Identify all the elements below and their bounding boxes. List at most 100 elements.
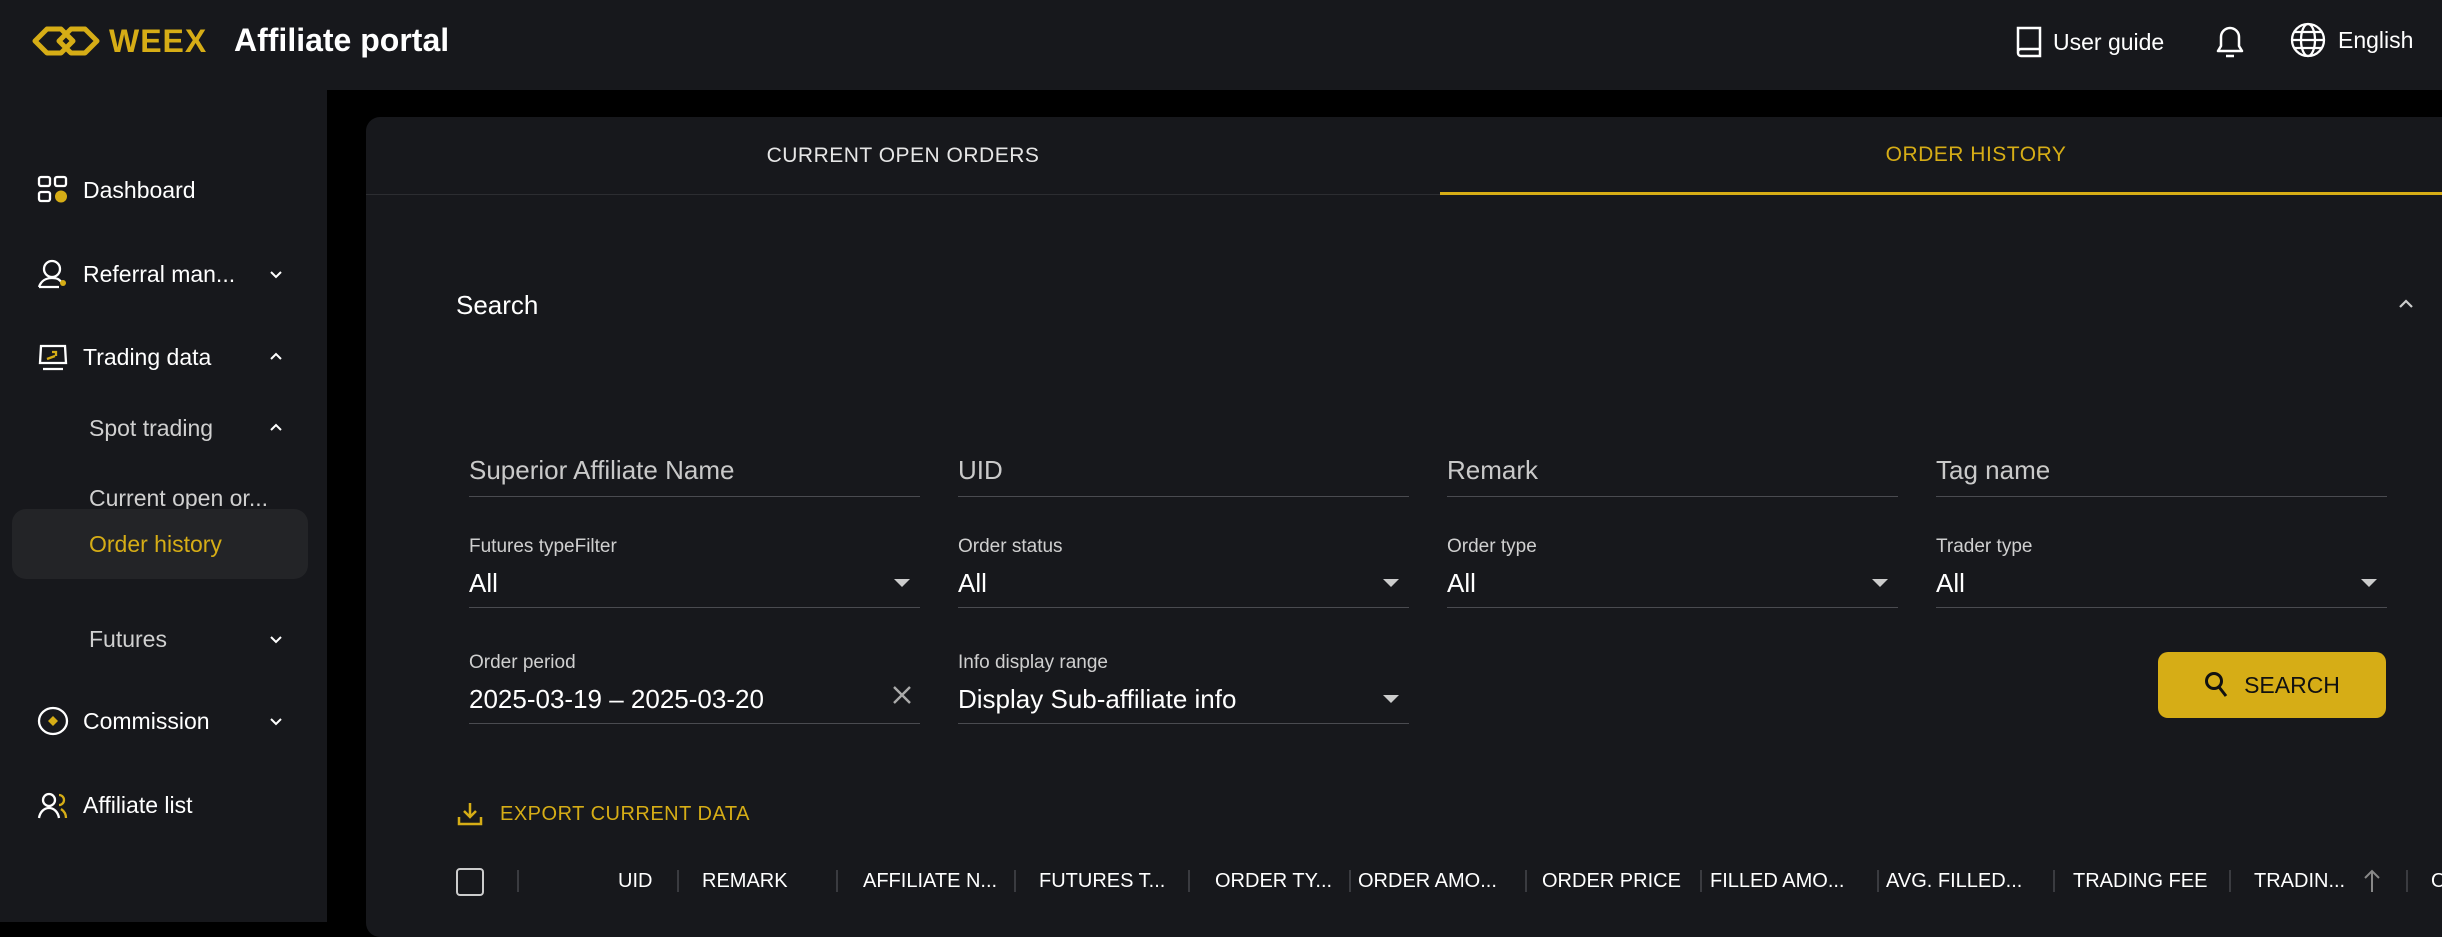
column-header-filled-amount[interactable]: FILLED AMO...	[1710, 870, 1845, 892]
order-period-picker[interactable]: Order period 2025-03-19 – 2025-03-20	[469, 652, 920, 724]
field-label: Trader type	[1936, 536, 2033, 557]
chevron-down-icon	[270, 271, 282, 279]
orders-card: CURRENT OPEN ORDERS ORDER HISTORY	[366, 117, 2442, 937]
selected-value: All	[469, 568, 498, 598]
chevron-down-icon	[270, 718, 282, 726]
column-header-avg-filled[interactable]: AVG. FILLED...	[1886, 870, 2023, 892]
sidebar-item-affiliate-list[interactable]: Affiliate list	[0, 780, 327, 830]
collapse-chevron-up-icon[interactable]	[2394, 292, 2418, 316]
export-label: EXPORT CURRENT DATA	[500, 802, 750, 825]
app-title: Affiliate portal	[234, 22, 450, 58]
sidebar: Dashboard Referral man... Trading data S…	[0, 90, 327, 922]
brand-name: WEEX	[109, 22, 208, 59]
field-label: Order type	[1447, 536, 1537, 557]
tag-name-input[interactable]: Tag name	[1936, 455, 2387, 497]
column-header-remark[interactable]: REMARK	[702, 870, 788, 892]
field-label: Info display range	[958, 652, 1108, 673]
sidebar-item-label: Spot trading	[89, 414, 214, 441]
field-label: Order status	[958, 536, 1063, 557]
chevron-up-icon	[270, 352, 282, 360]
placeholder: Tag name	[1936, 455, 2051, 485]
column-divider	[2053, 870, 2055, 892]
column-header-trading-fee[interactable]: TRADING FEE	[2073, 870, 2208, 892]
language-label: English	[2338, 26, 2414, 53]
chevron-down-icon	[270, 636, 282, 644]
selected-value: All	[1936, 568, 1965, 598]
column-header-futures-type[interactable]: FUTURES T...	[1039, 870, 1166, 892]
logo[interactable]: WEEX	[31, 22, 207, 60]
dropdown-caret-icon	[894, 579, 910, 587]
commission-icon	[37, 706, 69, 736]
sidebar-item-commission[interactable]: Commission	[0, 696, 327, 746]
superior-affiliate-name-input[interactable]: Superior Affiliate Name	[469, 455, 920, 497]
futures-type-select[interactable]: Futures typeFilter All	[469, 536, 920, 608]
uid-input[interactable]: UID	[958, 455, 1409, 497]
dropdown-caret-icon	[1383, 579, 1399, 587]
order-type-select[interactable]: Order type All	[1447, 536, 1898, 608]
bell-icon[interactable]	[2213, 22, 2247, 60]
search-button[interactable]: SEARCH	[2158, 652, 2386, 718]
placeholder: Remark	[1447, 455, 1539, 485]
sidebar-item-trading-data[interactable]: Trading data	[0, 332, 327, 382]
trading-data-icon	[38, 344, 68, 371]
sidebar-item-current-open-orders[interactable]: Current open or...	[0, 473, 327, 523]
date-range-value: 2025-03-19 – 2025-03-20	[469, 684, 764, 714]
column-divider	[836, 870, 838, 892]
placeholder: UID	[958, 455, 1003, 485]
user-guide-label: User guide	[2053, 28, 2165, 55]
language-selector[interactable]: English	[2290, 22, 2413, 58]
column-header-order-price[interactable]: ORDER PRICE	[1542, 870, 1681, 892]
column-divider	[1877, 870, 1879, 892]
column-divider	[2406, 870, 2408, 892]
column-header-trading[interactable]: TRADIN...	[2254, 870, 2346, 892]
dropdown-caret-icon	[1383, 695, 1399, 703]
sidebar-item-spot-trading[interactable]: Spot trading	[0, 403, 327, 453]
sidebar-item-label: Dashboard	[83, 176, 196, 203]
sidebar-item-label: Affiliate list	[83, 791, 193, 818]
export-current-data-button[interactable]: EXPORT CURRENT DATA	[456, 800, 750, 828]
select-all-checkbox[interactable]	[456, 868, 484, 896]
sidebar-item-dashboard[interactable]: Dashboard	[0, 165, 327, 215]
column-divider	[517, 870, 519, 892]
dropdown-caret-icon	[2361, 579, 2377, 587]
column-header-order-amount[interactable]: ORDER AMO...	[1358, 870, 1497, 892]
column-header-order-type[interactable]: ORDER TY...	[1215, 870, 1333, 892]
column-divider	[1700, 870, 1702, 892]
sidebar-item-label: Referral man...	[83, 260, 236, 287]
sidebar-item-futures[interactable]: Futures	[0, 614, 327, 664]
remark-input[interactable]: Remark	[1447, 455, 1898, 497]
clear-x-icon[interactable]	[890, 683, 914, 707]
sort-arrow-up-icon[interactable]	[2362, 868, 2382, 894]
order-status-select[interactable]: Order status All	[958, 536, 1409, 608]
search-icon	[2205, 672, 2228, 697]
column-divider	[1014, 870, 1016, 892]
sidebar-item-order-history[interactable]: Order history	[12, 509, 308, 579]
sidebar-item-referral[interactable]: Referral man...	[0, 249, 327, 299]
sidebar-item-label: Order history	[89, 530, 222, 557]
selected-value: All	[1447, 568, 1476, 598]
user-guide-link[interactable]: User guide	[2015, 25, 2164, 59]
field-label: Order period	[469, 652, 576, 673]
download-icon	[457, 803, 483, 826]
tab-order-history[interactable]: ORDER HISTORY	[1440, 117, 2442, 195]
column-header-affiliate-name[interactable]: AFFILIATE N...	[863, 870, 998, 892]
selected-value: Display Sub-affiliate info	[958, 684, 1237, 714]
field-label: Futures typeFilter	[469, 536, 617, 557]
trader-type-select[interactable]: Trader type All	[1936, 536, 2387, 608]
book-icon	[2016, 26, 2042, 58]
search-button-label: SEARCH	[2244, 671, 2340, 698]
column-header-truncated[interactable]: O	[2431, 870, 2442, 892]
sidebar-item-label: Futures	[89, 625, 167, 652]
info-display-range-select[interactable]: Info display range Display Sub-affiliate …	[958, 652, 1409, 724]
tab-current-open-orders[interactable]: CURRENT OPEN ORDERS	[366, 117, 1440, 195]
sidebar-item-label: Trading data	[83, 343, 212, 370]
referral-icon	[37, 259, 66, 289]
chevron-up-icon	[270, 423, 282, 431]
column-divider	[677, 870, 679, 892]
affiliate-list-icon	[37, 792, 68, 819]
placeholder: Superior Affiliate Name	[469, 455, 735, 485]
selected-value: All	[958, 568, 987, 598]
sidebar-item-label: Commission	[83, 707, 210, 734]
column-divider	[1188, 870, 1190, 892]
column-header-uid[interactable]: UID	[618, 870, 653, 892]
